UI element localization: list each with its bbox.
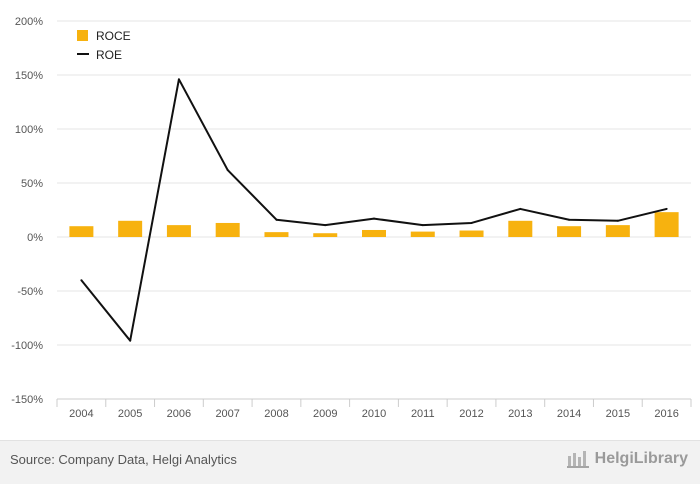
roe-point bbox=[129, 339, 132, 342]
roce-bar bbox=[362, 229, 386, 237]
roe-point bbox=[373, 217, 375, 220]
footer: Source: Company Data, Helgi Analytics He… bbox=[0, 440, 700, 484]
x-tick-label: 2015 bbox=[606, 408, 630, 420]
roe-point bbox=[324, 224, 327, 227]
y-tick-label: -100% bbox=[11, 340, 43, 352]
roe-point bbox=[665, 207, 668, 210]
roce-bar bbox=[313, 233, 338, 237]
roce-bar bbox=[557, 226, 582, 237]
x-tick-label: 2010 bbox=[362, 408, 386, 420]
x-tick-label: 2005 bbox=[118, 408, 142, 420]
y-axis: -150% -100% -50% 0% 50% 100% 150% 200% bbox=[11, 16, 43, 406]
roe-point bbox=[519, 207, 522, 210]
roce-bar bbox=[69, 226, 94, 237]
roe-point bbox=[226, 169, 229, 172]
y-tick-label: 200% bbox=[15, 16, 43, 28]
y-tick-label: -150% bbox=[11, 394, 43, 406]
y-tick-label: 50% bbox=[21, 178, 43, 190]
legend-roce-swatch bbox=[77, 30, 88, 41]
legend-roe-label: ROE bbox=[96, 48, 122, 62]
roce-bar bbox=[605, 225, 630, 237]
y-tick-label: 100% bbox=[15, 124, 43, 136]
roce-bar bbox=[410, 231, 435, 237]
roe-point bbox=[421, 224, 424, 227]
roe-point bbox=[616, 219, 619, 222]
x-tick-label: 2006 bbox=[167, 408, 191, 420]
brand-logo[interactable]: HelgiLibrary bbox=[566, 450, 688, 468]
chart-area: -150% -100% -50% 0% 50% 100% 150% 200% 2004 2005… bbox=[11, 16, 692, 420]
x-tick-label: 2013 bbox=[508, 408, 532, 420]
roce-bar bbox=[508, 220, 533, 237]
library-building-icon bbox=[566, 451, 589, 468]
x-tick-label: 2009 bbox=[313, 408, 337, 420]
legend: ROCE ROE bbox=[77, 29, 131, 62]
x-tick-label: 2004 bbox=[69, 408, 93, 420]
gridlines bbox=[57, 20, 691, 400]
roce-bar bbox=[459, 230, 484, 237]
y-tick-label: 0% bbox=[27, 232, 43, 244]
roce-bar bbox=[166, 225, 191, 237]
y-tick-label: 150% bbox=[15, 70, 43, 82]
roe-line-group bbox=[80, 78, 668, 342]
y-tick-label: -50% bbox=[17, 286, 43, 298]
roe-point bbox=[568, 218, 571, 221]
source-note: Source: Company Data, Helgi Analytics bbox=[10, 452, 237, 467]
roce-bar bbox=[264, 232, 289, 237]
roce-bar bbox=[215, 222, 240, 237]
legend-roce-label: ROCE bbox=[96, 29, 131, 43]
x-tick-label: 2014 bbox=[557, 408, 581, 420]
x-tick-label: 2016 bbox=[654, 408, 678, 420]
roce-bar bbox=[654, 212, 679, 237]
x-axis: 2004 2005 2006 2007 2008 2009 2010 2011 2012 2013… bbox=[56, 398, 692, 420]
x-tick-label: 2008 bbox=[264, 408, 288, 420]
x-tick-label: 2011 bbox=[411, 408, 435, 420]
roce-bars bbox=[69, 212, 679, 237]
roe-point bbox=[177, 78, 180, 81]
roe-line bbox=[80, 78, 667, 342]
roe-point bbox=[80, 279, 83, 282]
roe-point bbox=[275, 218, 278, 221]
roe-point bbox=[470, 221, 473, 224]
x-tick-label: 2012 bbox=[459, 408, 483, 420]
x-tick-label: 2007 bbox=[215, 408, 239, 420]
brand-text: HelgiLibrary bbox=[594, 450, 688, 467]
roce-bar bbox=[118, 220, 143, 237]
